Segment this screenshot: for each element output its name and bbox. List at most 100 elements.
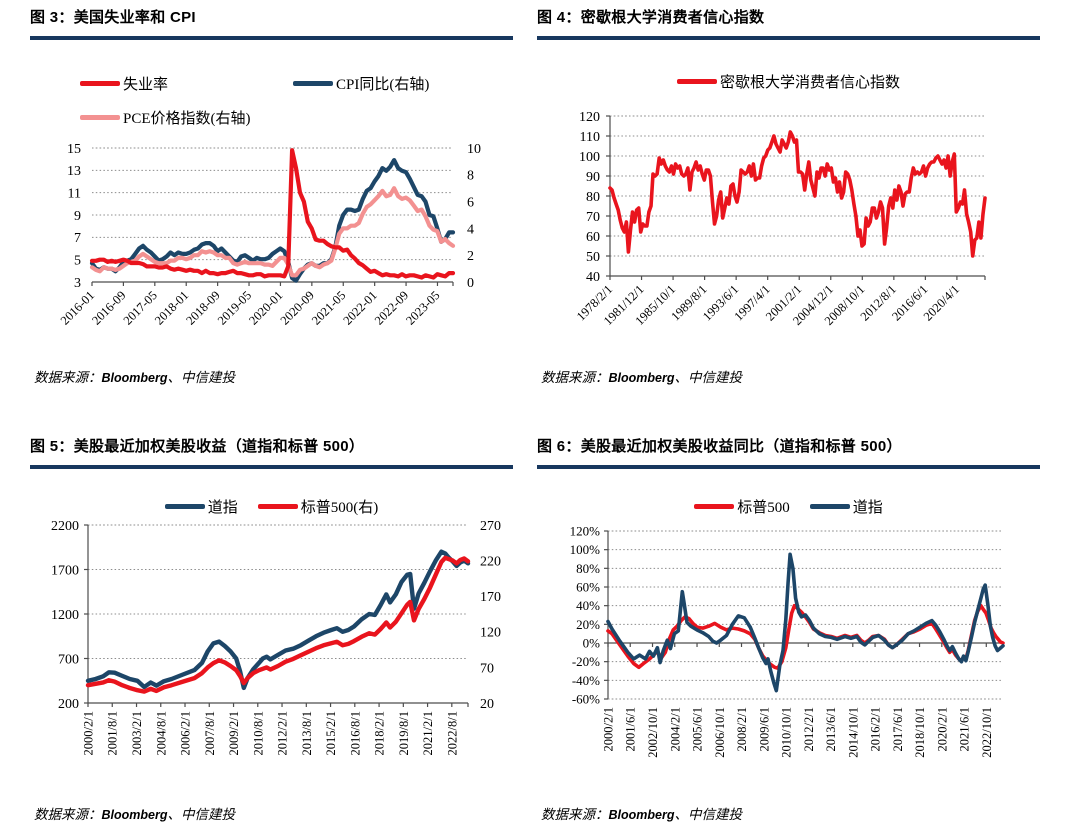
source-org: 、中信建投 [674,807,742,822]
x-axis-tick-label: 2001/8/1 [106,711,120,755]
x-axis-tick-label: 2013/8/1 [300,711,314,755]
y-axis-tick-label: 1200 [51,608,79,623]
x-axis-tick-label: 2020/2/1 [935,707,949,751]
legend-label: 标普500 [737,500,790,516]
y-axis-tick-label: 120% [570,524,601,539]
x-axis-tick-label: 2021/2/1 [421,711,435,755]
legend-label: 失业率 [123,77,169,93]
legend-label: 道指 [852,500,883,516]
source-note: 数据来源：Bloomberg、中信建投 [541,803,742,823]
x-axis-tick-label: 2022/8/1 [445,711,459,755]
chart-svg: 200 700 1200 1700 2200 20 70 120 170 220 270 2000/2… [51,519,501,756]
legend-label: CPI同比(右轴) [336,77,430,93]
y-axis-right-tick-label: 2 [467,249,474,264]
title-rule [537,465,1040,469]
y-axis-tick-label: 50 [586,250,600,265]
consumer-sentiment-line-chart: 40 50 60 70 80 90 100 110 120 1978/2/1 1981/12/1 19… [537,108,1040,349]
source-label: 数据来源： [34,370,102,385]
legend-swatch [694,504,735,509]
figure-panel-5: 图 5：美股最近加权美股收益（道指和标普 500） 道指 标普500(右) 200… [30,431,513,831]
y-axis-right-tick-label: 8 [467,169,474,184]
x-axis-tick-label: 2016/8/1 [348,711,362,755]
source-note: 数据来源：Bloomberg、中信建投 [34,803,235,823]
x-axis-tick-label: 2018/10/1 [913,707,927,758]
y-axis-tick-label: 70 [586,210,600,225]
chart-legend: 道指 标普500(右) [30,496,513,517]
chart-legend: 标普500 道指 [537,496,1040,517]
legend-label: 密歇根大学消费者信心指数 [719,75,900,91]
legend-swatch [164,504,205,509]
x-axis-tick-label: 2017/6/1 [891,707,905,751]
x-axis-tick-label: 2017-05 [121,288,160,327]
source-org: 、中信建投 [167,807,235,822]
y-axis-tick-label: 2200 [51,519,79,534]
chart-legend: 密歇根大学消费者信心指数 [537,71,1040,92]
y-axis-tick-label: 40 [586,270,600,285]
y-axis-tick-label: 100 [579,150,600,165]
source-note: 数据来源：Bloomberg、中信建投 [541,366,742,386]
y-axis-right-tick-label: 270 [480,519,501,534]
x-axis-tick-label: 2018/2/1 [373,711,387,755]
x-axis-tick-label: 2012/2/1 [276,711,290,755]
source-label: 数据来源： [541,370,609,385]
chart-legend: 失业率 CPI同比(右轴) PCE价格指数(右轴) [80,73,429,128]
x-axis-tick-label: 2023-05 [403,288,442,327]
y-axis-tick-label: 40% [576,598,600,613]
y-axis-tick-label: 7 [74,231,81,246]
x-axis-tick-label: 2004/2/1 [668,707,682,751]
source-note: 数据来源：Bloomberg、中信建投 [34,366,235,386]
x-axis-tick-label: 2021/6/1 [958,707,972,751]
y-axis-right-tick-label: 220 [480,555,501,570]
source-vendor: Bloomberg [608,808,675,822]
series-line-1 [89,158,456,283]
unemployment-cpi-line-chart: 3 5 7 9 11 13 15 0 2 4 6 8 10 2016-01 2016-09 2017-05 20… [30,139,513,360]
legend-swatch [293,81,333,86]
y-axis-tick-label: 200 [58,697,79,712]
legend-item: 失业率 [80,73,273,94]
y-axis-tick-label: 15 [67,142,81,157]
series-line-0 [89,148,456,280]
legend-item: 标普500(右) [257,496,378,517]
legend-swatch [80,81,120,86]
series-line-1 [606,552,1005,693]
source-label: 数据来源： [34,807,102,822]
y-axis-tick-label: 80 [586,190,600,205]
y-axis-right-tick-label: 6 [467,196,474,211]
x-axis-tick-label: 2007/8/1 [203,711,217,755]
source-vendor: Bloomberg [101,371,168,385]
y-axis-right-tick-label: 4 [467,222,474,237]
legend-item: CPI同比(右轴) [293,73,429,94]
y-axis-tick-label: 1700 [51,563,79,578]
chart-svg: 4050607080901001101201978/2/11981/12/119… [574,110,987,328]
x-axis-tick-label: 2012/2/1 [802,707,816,751]
x-axis-tick-label: 2019/8/1 [397,711,411,755]
x-axis-tick-label: 2016/2/1 [869,707,883,751]
legend-label: PCE价格指数(右轴) [123,111,251,127]
x-axis-tick-label: 2010/8/1 [251,711,265,755]
x-axis-tick-label: 2008/2/1 [735,707,749,751]
x-axis-tick-label: 2006/2/1 [179,711,193,755]
legend-swatch [80,115,120,120]
figure-title: 图 3：美国失业率和 CPI [30,9,196,26]
figure-title: 图 5：美股最近加权美股收益（道指和标普 500） [30,438,365,455]
title-rule [537,36,1040,40]
y-axis-tick-label: 9 [74,209,81,224]
y-axis-tick-label: 90 [586,170,600,185]
y-axis-tick-label: 20% [576,617,600,632]
series-line-0 [608,130,987,258]
x-axis-tick-label: 2022-01 [340,288,379,327]
legend-label: 道指 [207,500,238,516]
y-axis-right-tick-label: 10 [467,142,481,157]
x-axis-tick-label: 2009/2/1 [227,711,241,755]
x-axis-tick-label: 2022/10/1 [980,707,994,758]
series-line-2 [89,186,456,278]
source-org: 、中信建投 [167,370,235,385]
y-axis-tick-label: 5 [74,254,81,269]
chart-svg: -60% -40% -20% 0% 20% 40% 60% 80% 100% 120% 2000/2… [570,524,1005,758]
source-vendor: Bloomberg [101,808,168,822]
source-label: 数据来源： [541,807,609,822]
y-axis-tick-label: 110 [580,130,600,145]
legend-swatch [676,79,717,84]
x-axis-tick-label: 2001/6/1 [624,707,638,751]
